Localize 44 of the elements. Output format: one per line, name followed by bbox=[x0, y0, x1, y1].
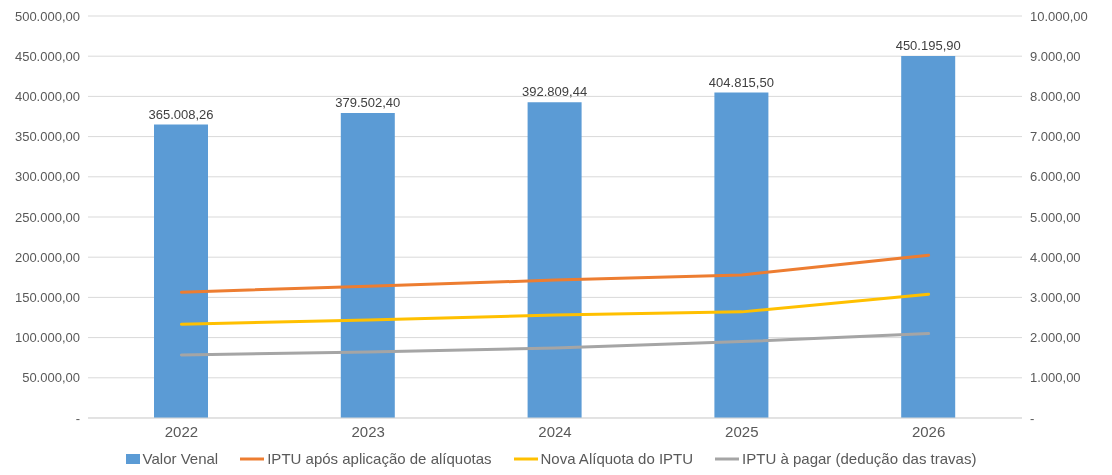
y2-tick-label: 8.000,00 bbox=[1030, 89, 1081, 105]
y-tick-label: 350.000,00 bbox=[14, 129, 80, 145]
x-tick-label: 2025 bbox=[725, 422, 759, 440]
y2-tick-label: 5.000,00 bbox=[1030, 209, 1081, 225]
data-label: 379.502,40 bbox=[335, 94, 401, 110]
bar bbox=[714, 92, 769, 418]
y-tick-label: 250.000,00 bbox=[14, 209, 80, 225]
line-series bbox=[179, 332, 931, 357]
legend-label: Nova Alíquota do IPTU bbox=[539, 450, 694, 467]
data-label: 450.195,90 bbox=[895, 38, 961, 54]
data-label: 365.008,26 bbox=[148, 106, 214, 122]
y-tick-label: 300.000,00 bbox=[14, 169, 80, 185]
bar bbox=[154, 124, 208, 418]
y2-tick-label: 10.000,00 bbox=[1030, 8, 1088, 24]
bar bbox=[527, 102, 582, 418]
y2-tick-label: - bbox=[1030, 410, 1035, 426]
x-tick-label: 2026 bbox=[911, 422, 946, 440]
y-tick-label: 500.000,00 bbox=[14, 8, 80, 24]
y2-tick-label: 2.000,00 bbox=[1030, 330, 1081, 346]
legend-label: IPTU após aplicação de alíquotas bbox=[266, 450, 492, 467]
x-tick-label: 2023 bbox=[351, 422, 385, 440]
y-tick-label: - bbox=[75, 410, 80, 426]
line-series bbox=[179, 292, 931, 326]
y2-tick-label: 7.000,00 bbox=[1030, 129, 1081, 145]
y2-tick-label: 3.000,00 bbox=[1030, 290, 1081, 306]
y-tick-label: 450.000,00 bbox=[14, 48, 80, 64]
y2-tick-label: 9.000,00 bbox=[1030, 48, 1081, 64]
y-tick-label: 150.000,00 bbox=[14, 290, 80, 306]
legend-label: Valor Venal bbox=[141, 450, 219, 467]
line-series bbox=[179, 253, 931, 294]
bar bbox=[340, 112, 395, 418]
y2-tick-label: 1.000,00 bbox=[1030, 370, 1081, 386]
y-tick-label: 50.000,00 bbox=[22, 370, 80, 386]
y2-tick-label: 4.000,00 bbox=[1030, 249, 1081, 265]
x-tick-label: 2024 bbox=[538, 422, 572, 440]
data-label: 404.815,50 bbox=[708, 74, 774, 90]
bar bbox=[901, 56, 956, 418]
y-tick-label: 100.000,00 bbox=[14, 330, 80, 346]
data-label: 392.809,44 bbox=[522, 84, 588, 100]
x-tick-label: 2022 bbox=[164, 422, 199, 440]
legend-label: IPTU à pagar (dedução das travas) bbox=[741, 450, 977, 467]
y-tick-label: 200.000,00 bbox=[14, 249, 80, 265]
y2-tick-label: 6.000,00 bbox=[1030, 169, 1081, 185]
y-tick-label: 400.000,00 bbox=[14, 89, 80, 105]
